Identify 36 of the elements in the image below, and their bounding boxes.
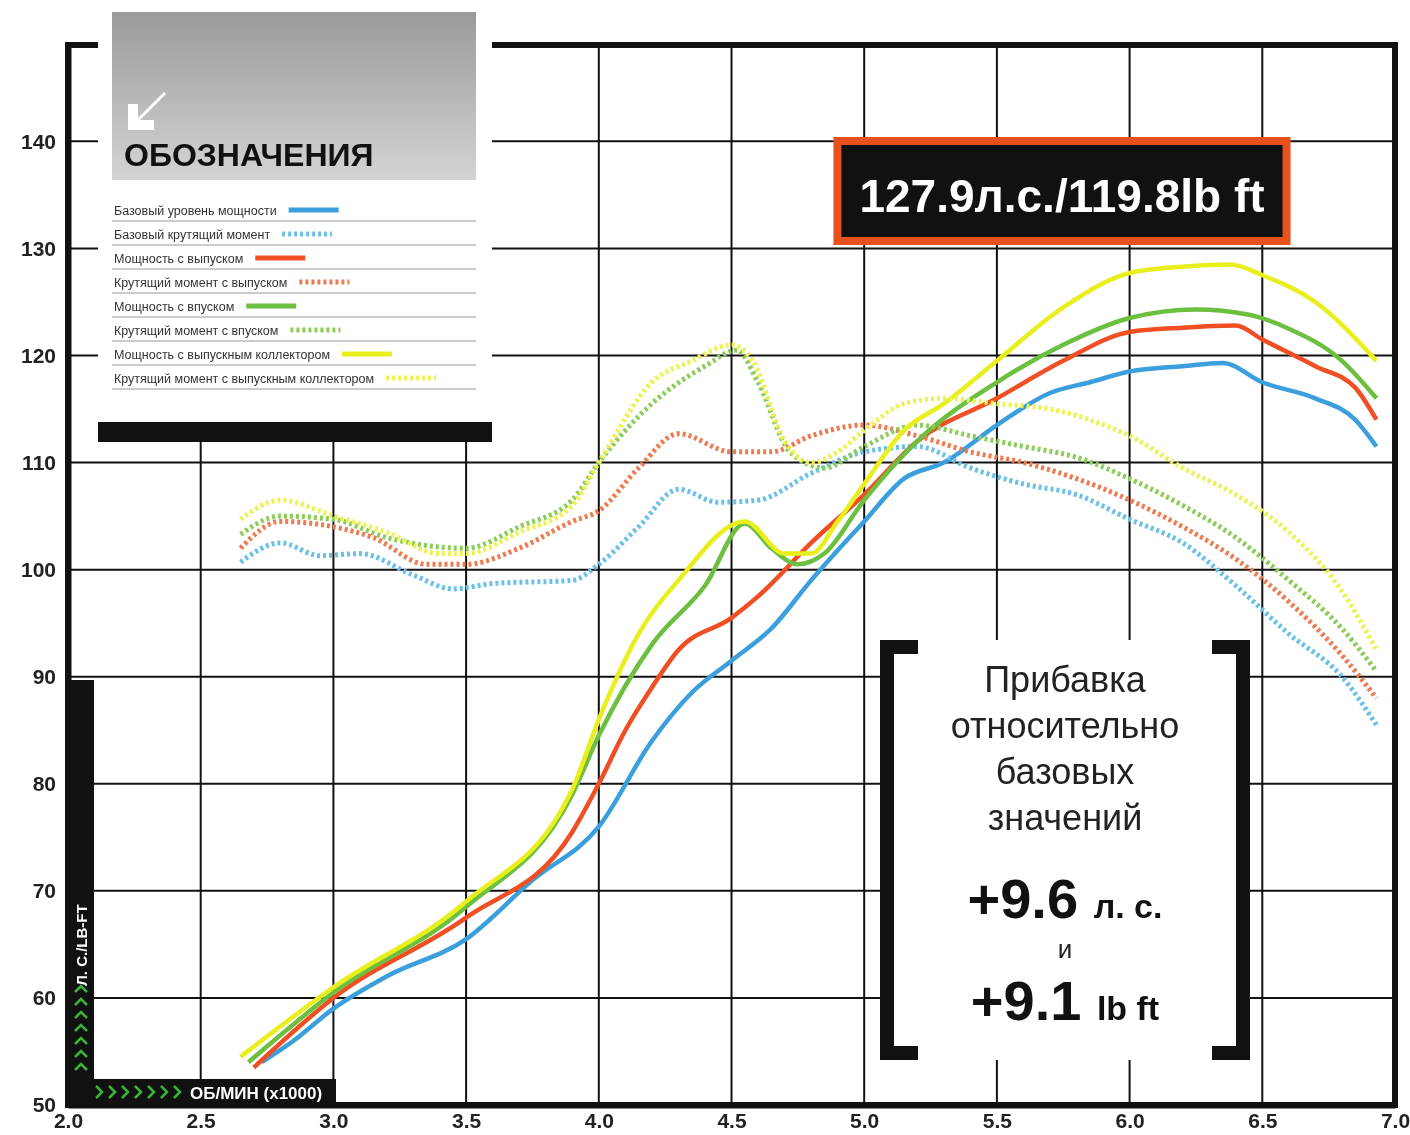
legend-title: ОБОЗНАЧЕНИЯ (124, 137, 374, 173)
y-tick-label: 80 (32, 772, 56, 796)
y-tick-label: 140 (20, 129, 56, 153)
y-tick-label: 90 (32, 664, 56, 688)
y-axis-title: Л. С./LB-FT (73, 904, 90, 986)
x-axis-title: ОБ/МИН (x1000) (190, 1084, 323, 1103)
x-tick-label: 3.0 (319, 1108, 349, 1132)
annotation: +9.6 л. с. (967, 867, 1163, 930)
y-tick-label: 100 (20, 557, 56, 581)
legend-label: Базовый уровень мощности (114, 204, 277, 218)
y-tick-label: 70 (32, 879, 56, 903)
annotation: Прибавка относительно базовых значений (950, 659, 1180, 838)
x-tick-label: 4.5 (717, 1108, 747, 1132)
annotation: 127.9л.с./119.8lb ft (859, 170, 1265, 222)
legend-label: Крутящий момент с впуском (114, 324, 279, 338)
y-tick-label: 120 (20, 343, 56, 367)
x-tick-label: 6.5 (1248, 1108, 1278, 1132)
legend-label: Крутящий момент с выпускным коллектором (114, 372, 375, 386)
legend-label: Мощность с выпуском (114, 252, 244, 266)
legend-label: Мощность с впуском (114, 300, 235, 314)
legend-label: Крутящий момент с выпуском (114, 276, 288, 290)
x-tick-label: 5.5 (982, 1108, 1013, 1132)
legend-label: Базовый крутящий момент (114, 228, 271, 242)
y-tick-label: 110 (22, 450, 56, 474)
y-tick-label: 60 (32, 986, 56, 1010)
x-tick-label: 2.5 (186, 1108, 217, 1132)
y-tick-label: 50 (32, 1093, 56, 1117)
x-tick-label: 3.5 (452, 1108, 482, 1132)
x-tick-label: 5.0 (850, 1108, 880, 1132)
legend-label: Мощность с выпускным коллектором (114, 348, 330, 362)
x-tick-label: 6.0 (1115, 1108, 1145, 1132)
y-tick-label: 130 (20, 236, 56, 260)
annotation: +9.1 lb ft (970, 969, 1160, 1032)
annotation: и (1057, 934, 1073, 964)
x-tick-label: 4.0 (584, 1108, 614, 1132)
x-tick-label: 7.0 (1380, 1108, 1410, 1132)
